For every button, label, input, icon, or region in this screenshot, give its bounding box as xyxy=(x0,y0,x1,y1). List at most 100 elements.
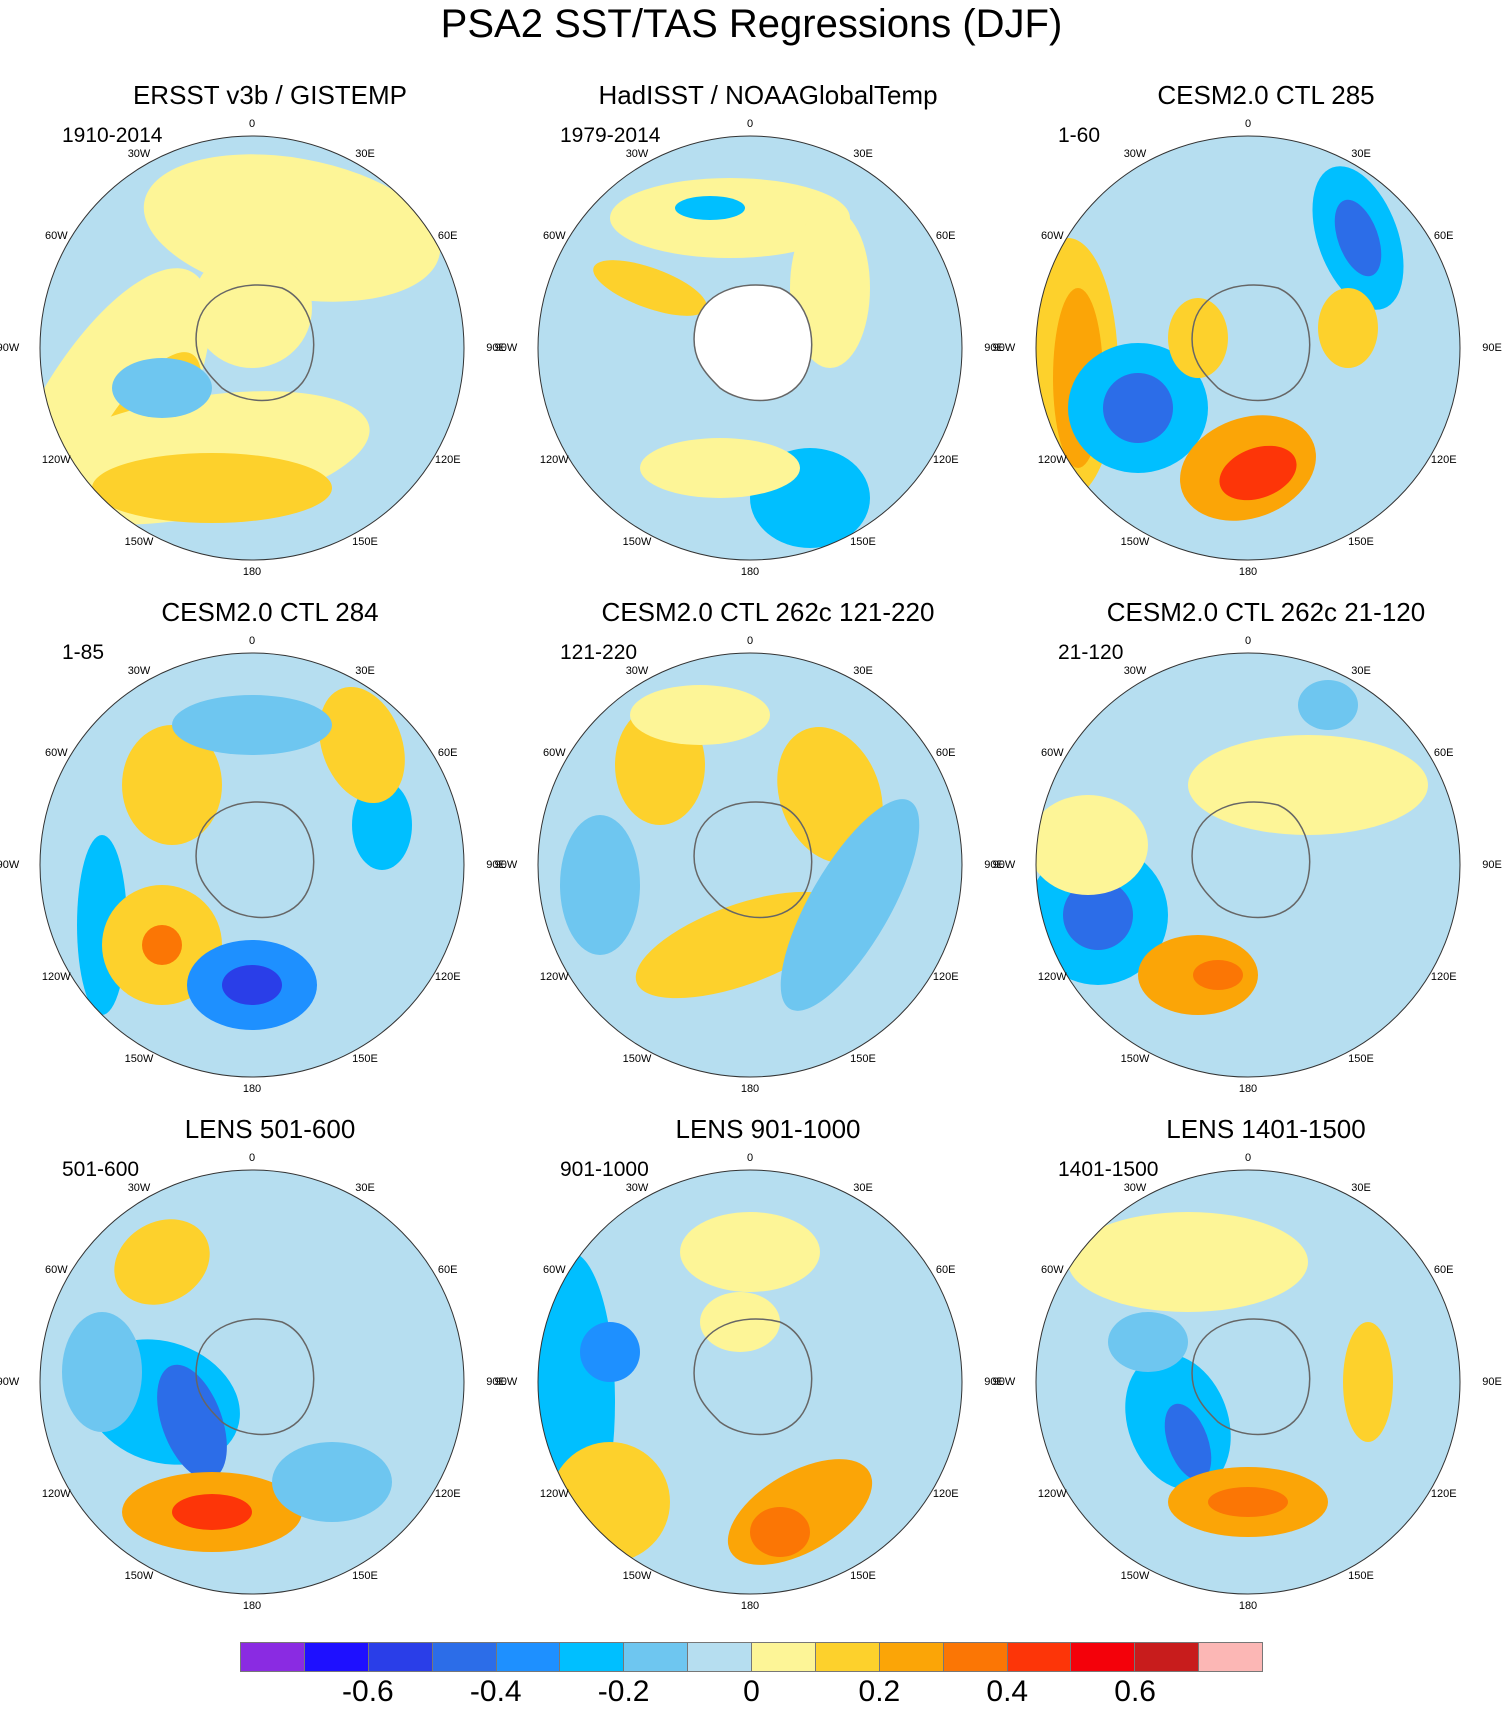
anomaly-contour xyxy=(780,799,920,1011)
panel-period: 1979-2014 xyxy=(560,124,661,147)
longitude-label: 60E xyxy=(935,747,956,759)
longitude-label: 90E xyxy=(984,859,1004,871)
longitude-label: 120E xyxy=(932,454,959,466)
map-panel: CESM2.0 CTL 262c 21-120 21-120 0 30E 60E 90E 1… xyxy=(993,597,1503,1117)
colorbar-box xyxy=(1199,1643,1262,1671)
anomaly-contour xyxy=(635,891,845,999)
polar-map xyxy=(39,1169,465,1595)
colorbar-box xyxy=(432,1643,497,1671)
longitude-label: 90E xyxy=(486,1376,506,1388)
polar-map xyxy=(1035,1169,1461,1595)
panel-title: CESM2.0 CTL 284 xyxy=(161,597,379,627)
anomaly-contour xyxy=(675,196,745,220)
panel-period: 21-120 xyxy=(1058,641,1124,664)
colorbar-box xyxy=(560,1643,625,1671)
longitude-label: 60E xyxy=(1433,747,1454,759)
map-panel: CESM2.0 CTL 284 1-85 0 30E 60E 90E 120E 150E 180… xyxy=(0,597,520,1117)
antarctica-coastline xyxy=(195,284,315,402)
anomaly-contour xyxy=(92,453,332,523)
colorbar-box xyxy=(752,1643,816,1671)
map-panel: LENS 901-1000 901-1000 0 30E 60E 90E 120E 150E 1… xyxy=(495,1114,1018,1634)
anomaly-contour xyxy=(352,780,412,870)
anomaly-contour xyxy=(1343,1322,1393,1442)
map-boundary xyxy=(537,135,963,561)
longitude-label: 0 xyxy=(1244,635,1252,647)
longitude-label: 150E xyxy=(352,535,378,548)
longitude-label: 120W xyxy=(1037,1488,1067,1500)
anomaly-contour xyxy=(272,1442,392,1522)
longitude-label: 60E xyxy=(437,747,458,759)
longitude-label: 30W xyxy=(625,665,649,677)
anomaly-contour xyxy=(630,685,770,745)
polar-map xyxy=(1035,652,1461,1078)
panel-title: CESM2.0 CTL 262c 21-120 xyxy=(1106,597,1426,627)
anomaly-contour xyxy=(122,725,222,845)
longitude-label: 150W xyxy=(1120,1052,1150,1065)
polar-map xyxy=(537,1169,963,1595)
longitude-label: 60W xyxy=(542,747,566,759)
longitude-label: 180 xyxy=(740,566,760,578)
longitude-label: 60W xyxy=(44,1264,68,1276)
longitude-label: 150W xyxy=(622,1052,652,1065)
longitude-label: 30W xyxy=(1123,1182,1147,1194)
anomaly-contour xyxy=(560,815,640,955)
anomaly-contour xyxy=(172,1494,252,1530)
longitude-label: 60W xyxy=(1040,230,1064,242)
longitude-label: 90W xyxy=(494,342,518,354)
anomaly-contour xyxy=(580,1322,640,1382)
longitude-label: 60W xyxy=(44,747,68,759)
anomaly-contour xyxy=(1298,680,1358,730)
panel-period: 1910-2014 xyxy=(62,124,163,147)
longitude-label: 90E xyxy=(1482,859,1502,871)
longitude-label: 120E xyxy=(1430,971,1457,983)
longitude-label: 90W xyxy=(992,342,1016,354)
panel-title: HadISST / NOAAGlobalTemp xyxy=(598,80,938,110)
longitude-label: 90E xyxy=(1482,1376,1502,1388)
longitude-label: 30W xyxy=(127,1182,151,1194)
antarctica-coastline xyxy=(693,284,813,402)
anomaly-contour xyxy=(114,1219,210,1305)
longitude-label: 30E xyxy=(853,148,873,160)
anomaly-contour xyxy=(62,1312,142,1432)
longitude-label: 30E xyxy=(1351,1182,1371,1194)
panel-period: 1-60 xyxy=(1058,124,1101,147)
longitude-label: 30E xyxy=(1351,665,1371,677)
panel-period: 1-85 xyxy=(62,641,105,664)
longitude-label: 150E xyxy=(1348,535,1374,548)
antarctica-coastline xyxy=(195,801,315,919)
panel-period: 901-1000 xyxy=(560,1158,649,1181)
map-boundary xyxy=(537,652,963,1078)
longitude-label: 150W xyxy=(124,1052,154,1065)
anomaly-contour xyxy=(1188,735,1428,835)
colorbar-tick-label: -0.2 xyxy=(597,1675,650,1708)
anomaly-contour xyxy=(1036,795,1148,895)
panel-title: LENS 501-600 xyxy=(184,1114,356,1144)
longitude-label: 60E xyxy=(437,1264,458,1276)
map-panel: LENS 1401-1500 1401-1500 0 30E 60E 90E 120E 150… xyxy=(993,1114,1503,1634)
longitude-label: 150E xyxy=(1348,1052,1374,1065)
anomaly-contour xyxy=(550,1442,670,1562)
longitude-label: 30E xyxy=(355,665,375,677)
longitude-label: 90E xyxy=(486,342,506,354)
longitude-label: 30E xyxy=(853,1182,873,1194)
longitude-label: 180 xyxy=(1238,1600,1258,1612)
longitude-label: 60E xyxy=(935,1264,956,1276)
anomaly-contour xyxy=(1108,1312,1188,1372)
colorbar-tick-label: 0.6 xyxy=(1114,1675,1156,1708)
map-panel: CESM2.0 CTL 262c 121-220 121-220 0 30E 60E 90… xyxy=(495,597,1018,1117)
map-boundary xyxy=(39,135,465,561)
map-panel: LENS 501-600 501-600 0 30E 60E 90E 120E 150E 180… xyxy=(0,1114,520,1634)
antarctica-coastline xyxy=(1191,1318,1311,1436)
map-panel: ERSST v3b / GISTEMP 1910-2014 0 30E 60E 90E 12… xyxy=(0,80,520,600)
longitude-label: 0 xyxy=(746,118,754,130)
panel-title: LENS 901-1000 xyxy=(675,1114,861,1144)
antarctica-coastline xyxy=(693,801,813,919)
longitude-label: 120W xyxy=(1037,971,1067,983)
longitude-label: 90E xyxy=(486,859,506,871)
longitude-label: 30E xyxy=(853,665,873,677)
anomaly-contour xyxy=(1318,288,1378,368)
longitude-label: 150E xyxy=(850,1052,876,1065)
longitude-label: 150W xyxy=(1120,1569,1150,1582)
colorbar-box xyxy=(879,1643,944,1671)
map-boundary xyxy=(537,1169,963,1595)
